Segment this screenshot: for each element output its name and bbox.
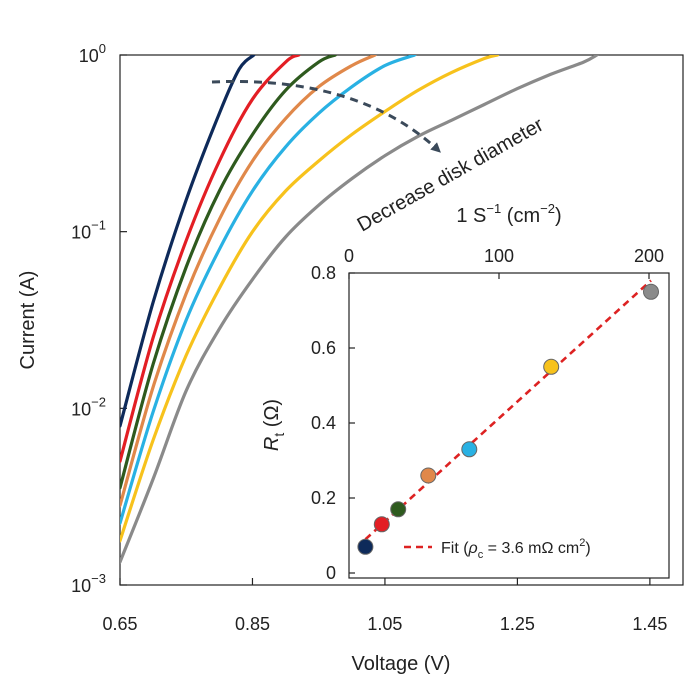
legend-suffix: ) <box>585 540 590 557</box>
inset-y-tick-label: 0.2 <box>311 488 336 508</box>
main-y-axis: 100 10−1 10−2 10−3 <box>71 41 127 596</box>
main-x-tick-label: 0.85 <box>235 614 270 634</box>
main-y-axis-label: Current (A) <box>17 271 39 370</box>
legend-middle: = 3.6 mΩ cm <box>483 540 579 557</box>
inset-plot-frame <box>348 272 670 579</box>
main-plot-frame <box>119 54 684 586</box>
inset-x-tick-label: 100 <box>484 246 514 266</box>
series-line <box>120 55 377 508</box>
main-series-lines <box>120 55 599 564</box>
main-y-tick-label: 10−1 <box>71 218 106 243</box>
inset-x-label-unit: (cm <box>507 205 540 227</box>
inset-y-label-unit: (Ω) <box>261 399 283 427</box>
fit-line <box>364 279 652 541</box>
main-x-tick-label: 1.25 <box>500 614 535 634</box>
inset-x-axis-label: 1 S−1 (cm−2) <box>456 201 561 227</box>
series-line <box>120 55 417 525</box>
legend-sup: 2 <box>579 537 585 549</box>
inset-x-label-close: ) <box>555 205 562 227</box>
inset-x-label-unit-exp: −2 <box>540 201 555 216</box>
legend-symbol: ρ <box>468 540 478 557</box>
inset-y-axis: 0 0.2 0.4 0.6 0.8 <box>311 263 355 583</box>
inset-scatter-points <box>357 283 659 555</box>
main-x-tick-label: 1.05 <box>367 614 402 634</box>
inset-y-tick-label: 0.8 <box>311 263 336 283</box>
series-line <box>120 55 256 428</box>
inset-y-label-main: R <box>261 437 283 451</box>
decrease-arrow <box>211 80 441 153</box>
main-x-tick-label: 1.45 <box>632 614 667 634</box>
series-line <box>120 55 301 463</box>
inset-y-tick-label: 0.4 <box>311 413 336 433</box>
main-x-tick-label: 0.65 <box>102 614 137 634</box>
legend-fit-label: Fit (ρc = 3.6 mΩ cm2) <box>441 537 591 561</box>
main-x-axis: 0.65 0.85 1.05 1.25 1.45 <box>102 578 667 634</box>
inset-data-point <box>390 501 407 518</box>
inset-x-tick-label: 200 <box>634 246 664 266</box>
inset-y-tick-label: 0 <box>326 563 336 583</box>
inset-x-axis: 0 100 200 <box>344 246 664 279</box>
main-x-axis-label: Voltage (V) <box>352 653 451 675</box>
inset-y-tick-label: 0.6 <box>311 338 336 358</box>
legend-symbol-sub: c <box>478 549 484 561</box>
main-y-tick-label: 100 <box>79 41 106 66</box>
series-line <box>120 55 500 543</box>
series-line <box>120 55 599 564</box>
inset-x-label-exp: −1 <box>486 201 501 216</box>
inset-data-point <box>461 441 478 458</box>
inset-x-tick-label: 0 <box>344 246 354 266</box>
inset-x-label-main: 1 S <box>456 205 486 227</box>
main-y-tick-label: 10−3 <box>71 571 106 596</box>
inset-data-point <box>543 358 560 375</box>
inset-data-point <box>420 467 437 484</box>
legend-prefix: Fit ( <box>441 540 469 557</box>
inset-data-point <box>373 516 390 533</box>
inset-y-label-sub: t <box>271 433 287 437</box>
main-y-tick-label: 10−2 <box>71 394 106 419</box>
inset-data-point <box>357 538 374 555</box>
series-line <box>120 55 337 490</box>
inset-y-axis-label: Rt (Ω) <box>261 399 287 451</box>
inset-data-point <box>643 283 659 300</box>
